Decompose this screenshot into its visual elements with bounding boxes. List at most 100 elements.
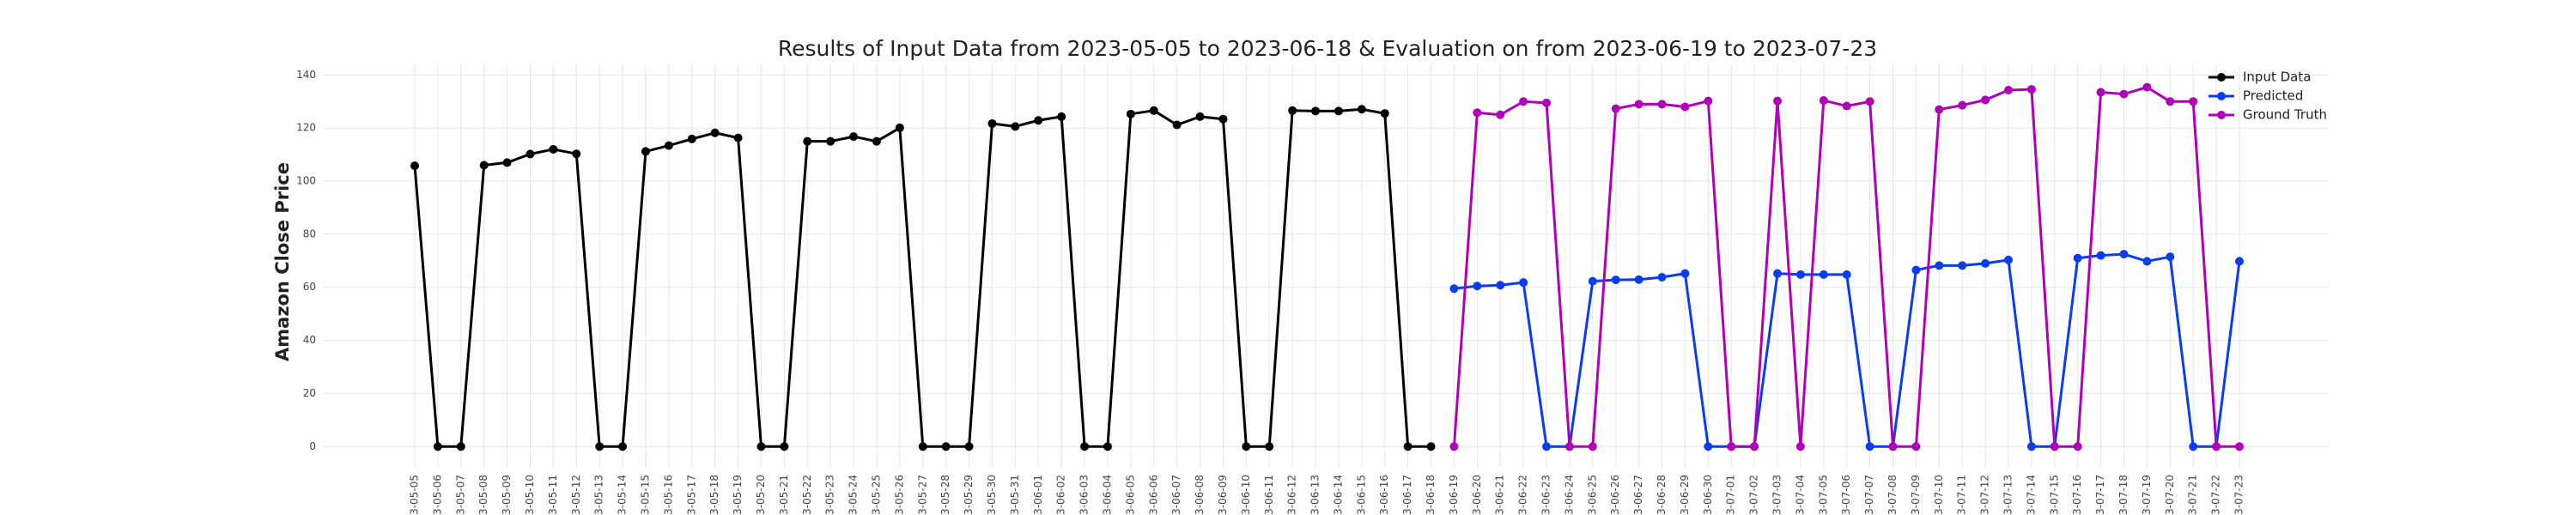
data-point	[1564, 442, 1574, 451]
data-point	[2142, 257, 2152, 266]
x-tick-label: 2023-05-24	[848, 475, 860, 515]
data-point	[1496, 281, 1505, 290]
data-point	[964, 442, 974, 451]
x-tick-label: 2023-05-05	[409, 475, 421, 515]
data-point	[1034, 116, 1043, 125]
data-point	[2026, 442, 2036, 451]
data-point	[1750, 442, 1759, 451]
data-point	[618, 442, 628, 451]
data-point	[849, 132, 859, 142]
data-point	[895, 123, 904, 132]
y-tick-label: 100	[296, 175, 316, 187]
data-point	[2050, 442, 2059, 451]
x-tick-label: 2023-06-20	[1471, 475, 1483, 515]
data-point	[2073, 442, 2082, 451]
data-point	[2166, 97, 2175, 106]
data-point	[987, 118, 997, 128]
data-point	[2119, 89, 2129, 99]
data-point	[664, 141, 673, 150]
x-tick-label: 2023-07-16	[2071, 475, 2083, 515]
data-point	[1727, 442, 1736, 451]
data-point	[2189, 97, 2198, 106]
legend-marker	[2217, 73, 2226, 82]
y-tick-label: 40	[303, 334, 316, 346]
x-tick-label: 2023-07-17	[2094, 475, 2106, 515]
data-point	[1311, 106, 1321, 116]
x-tick-label: 2023-06-14	[1332, 475, 1344, 515]
x-tick-label: 2023-07-07	[1863, 475, 1875, 515]
data-point	[941, 442, 951, 451]
x-tick-label: 2023-06-26	[1609, 475, 1621, 515]
data-point	[2026, 85, 2036, 94]
x-tick-label: 2023-05-23	[824, 475, 836, 515]
x-tick-label: 2023-06-25	[1586, 475, 1598, 515]
data-point	[1149, 106, 1158, 115]
data-point	[595, 442, 605, 451]
x-tick-label: 2023-06-12	[1286, 475, 1298, 515]
legend-marker	[2217, 111, 2226, 119]
x-tick-label: 2023-07-18	[2117, 475, 2129, 515]
x-tick-label: 2023-07-02	[1748, 475, 1760, 515]
legend-label: Ground Truth	[2243, 107, 2327, 123]
data-point	[410, 161, 419, 171]
x-tick-label: 2023-05-31	[1009, 475, 1021, 515]
y-tick-label: 120	[296, 122, 316, 134]
data-point	[1842, 270, 1851, 279]
data-point	[1935, 261, 1944, 270]
data-point	[433, 442, 442, 451]
x-tick-label: 2023-05-26	[893, 475, 905, 515]
data-point	[1403, 442, 1413, 451]
data-point	[1819, 96, 1828, 106]
data-point	[2096, 251, 2105, 260]
data-point	[572, 149, 581, 159]
x-tick-label: 2023-06-17	[1401, 475, 1413, 515]
x-tick-label: 2023-06-24	[1563, 475, 1575, 515]
data-point	[479, 161, 489, 170]
data-point	[1865, 97, 1874, 106]
x-tick-label: 2023-07-20	[2164, 475, 2176, 515]
data-point	[1634, 100, 1643, 109]
x-tick-label: 2023-05-14	[617, 475, 629, 515]
data-point	[2212, 442, 2221, 451]
data-point	[1704, 96, 1713, 106]
x-tick-label: 2023-07-21	[2187, 475, 2199, 515]
data-point	[1981, 258, 1990, 268]
data-point	[1519, 278, 1528, 288]
x-tick-label: 2023-05-25	[870, 475, 882, 515]
x-tick-label: 2023-06-05	[1124, 475, 1136, 515]
x-tick-label: 2023-07-13	[2002, 475, 2014, 515]
x-tick-label: 2023-07-01	[1725, 475, 1737, 515]
x-tick-label: 2023-05-17	[685, 475, 697, 515]
data-point	[733, 133, 743, 142]
x-tick-label: 2023-06-11	[1263, 475, 1275, 515]
data-point	[1011, 122, 1020, 131]
data-point	[1981, 95, 1990, 105]
data-point	[1588, 276, 1597, 286]
data-point	[1888, 442, 1898, 451]
x-tick-label: 2023-07-10	[1933, 475, 1945, 515]
x-tick-label: 2023-05-18	[708, 475, 720, 515]
legend-label: Predicted	[2243, 88, 2303, 104]
data-point	[756, 442, 766, 451]
data-point	[1819, 270, 1828, 279]
data-point	[1842, 101, 1851, 111]
data-point	[1680, 269, 1690, 278]
data-point	[1704, 442, 1713, 451]
x-tick-label: 2023-05-21	[778, 475, 790, 515]
x-tick-label: 2023-06-16	[1378, 475, 1390, 515]
x-tick-label: 2023-06-18	[1425, 475, 1437, 515]
data-point	[803, 136, 812, 146]
x-tick-label: 2023-05-20	[755, 475, 767, 515]
x-tick-label: 2023-06-22	[1517, 475, 1529, 515]
x-tick-label: 2023-07-12	[1979, 475, 1991, 515]
data-point	[1496, 110, 1505, 119]
data-point	[1795, 442, 1805, 451]
data-point	[1795, 270, 1805, 279]
x-tick-label: 2023-05-09	[501, 475, 513, 515]
data-point	[1172, 120, 1182, 130]
x-tick-label: 2023-06-01	[1032, 475, 1044, 515]
data-point	[2235, 442, 2244, 451]
data-point	[1911, 442, 1921, 451]
x-tick-label: 2023-05-22	[801, 475, 813, 515]
